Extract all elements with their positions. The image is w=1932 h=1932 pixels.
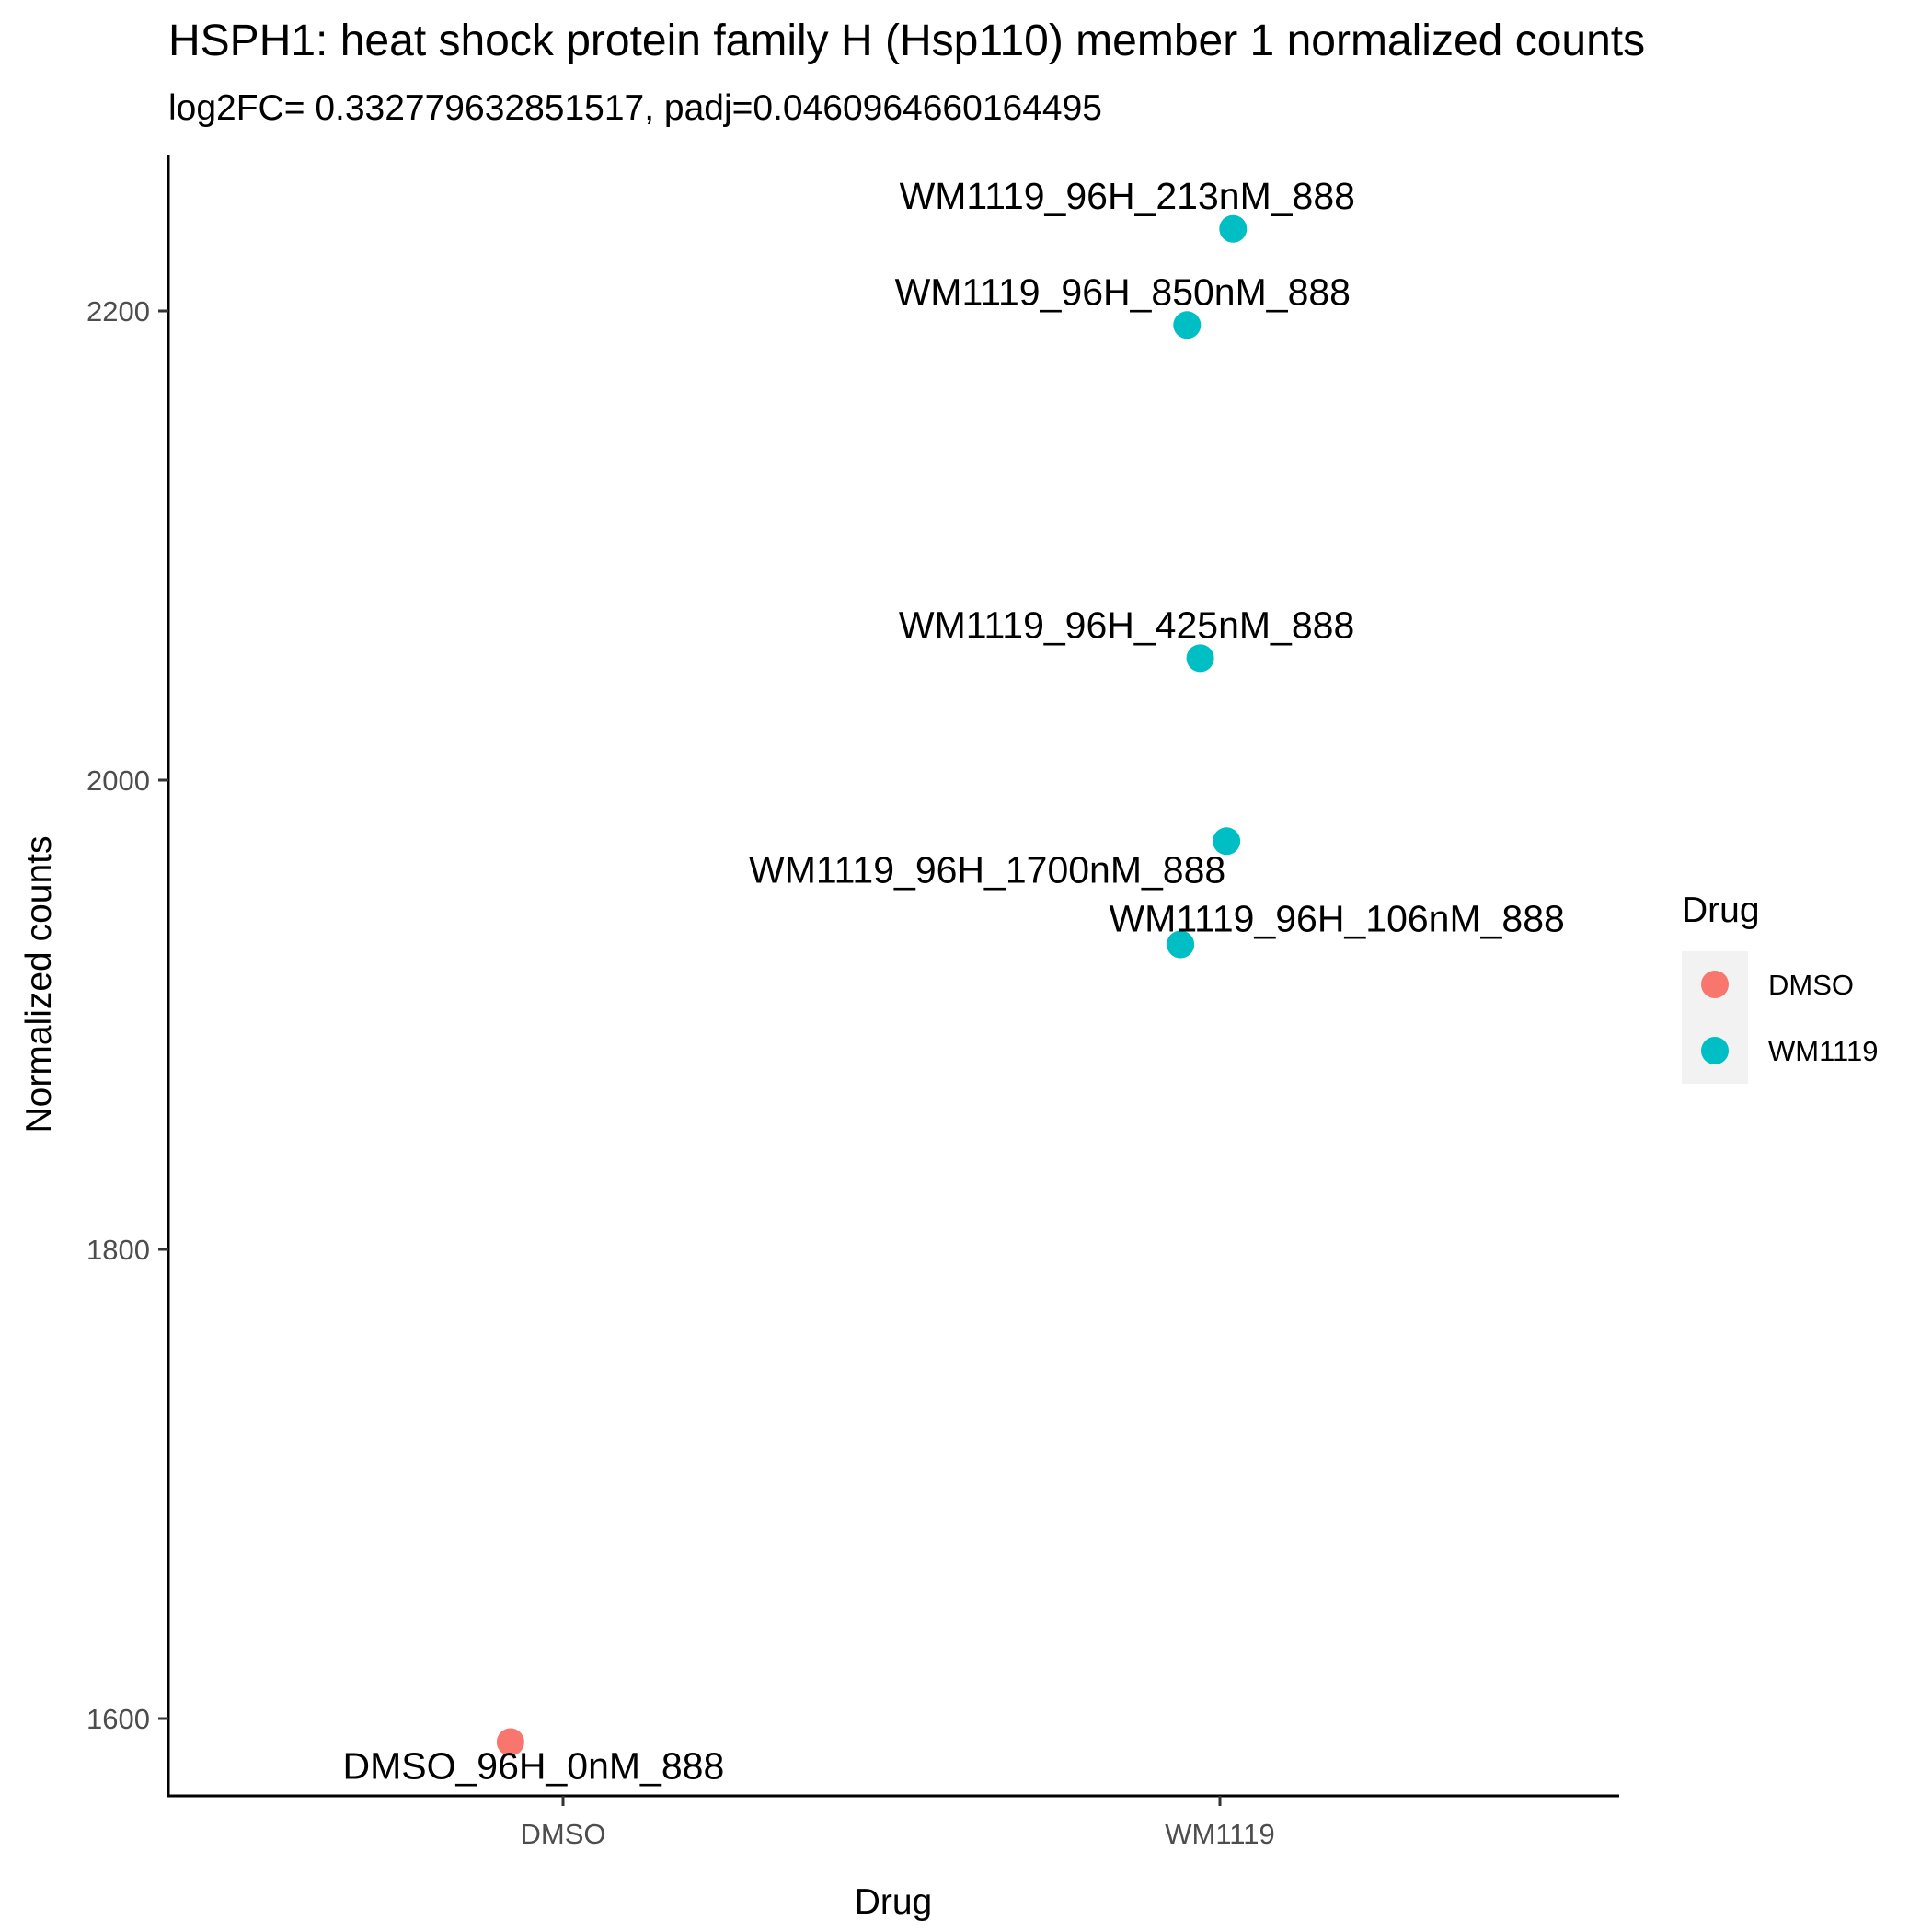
x-axis-title: Drug — [855, 1882, 933, 1922]
x-tick-label: WM1119 — [1165, 1818, 1274, 1850]
y-axis: 1600 1800 2000 2200 — [86, 155, 170, 1796]
y-axis-title: Normalized counts — [19, 836, 59, 1133]
data-point-label: WM1119_96H_213nM_888 — [900, 175, 1355, 217]
legend-key-dmso — [1701, 971, 1729, 998]
y-tick-label: 1600 — [86, 1703, 150, 1735]
data-point — [1219, 214, 1248, 243]
data-point — [1186, 644, 1214, 673]
legend-label-wm1119: WM1119 — [1768, 1035, 1878, 1067]
legend-key-wm1119 — [1701, 1037, 1729, 1064]
y-tick-label: 2200 — [86, 295, 150, 328]
x-axis: DMSO WM1119 — [167, 1794, 1619, 1850]
chart-title: HSPH1: heat shock protein family H (Hsp1… — [168, 17, 1645, 65]
data-point — [1213, 827, 1241, 856]
data-point-label: WM1119_96H_850nM_888 — [895, 270, 1351, 313]
data-point — [496, 1728, 524, 1756]
data-point-label: WM1119_96H_106nM_888 — [1109, 898, 1564, 940]
chart-subtitle: log2FC= 0.332779632851517, padj=0.046096… — [168, 88, 1102, 128]
y-tick-label: 2000 — [86, 765, 150, 797]
legend: Drug DMSO WM1119 — [1682, 891, 1878, 1084]
data-point-label: DMSO_96H_0nM_888 — [342, 1745, 724, 1788]
legend-label-dmso: DMSO — [1768, 969, 1854, 1001]
labels-layer: DMSO_96H_0nM_888 WM1119_96H_213nM_888 WM11… — [342, 175, 1564, 1788]
data-point — [1167, 930, 1195, 959]
y-tick-label: 1800 — [86, 1234, 150, 1266]
legend-title: Drug — [1682, 891, 1760, 930]
points-layer — [496, 214, 1248, 1756]
data-point-label: WM1119_96H_425nM_888 — [899, 604, 1354, 646]
x-tick-label: DMSO — [521, 1818, 606, 1850]
data-point-label: WM1119_96H_1700nM_888 — [749, 848, 1225, 891]
data-point — [1173, 311, 1202, 339]
